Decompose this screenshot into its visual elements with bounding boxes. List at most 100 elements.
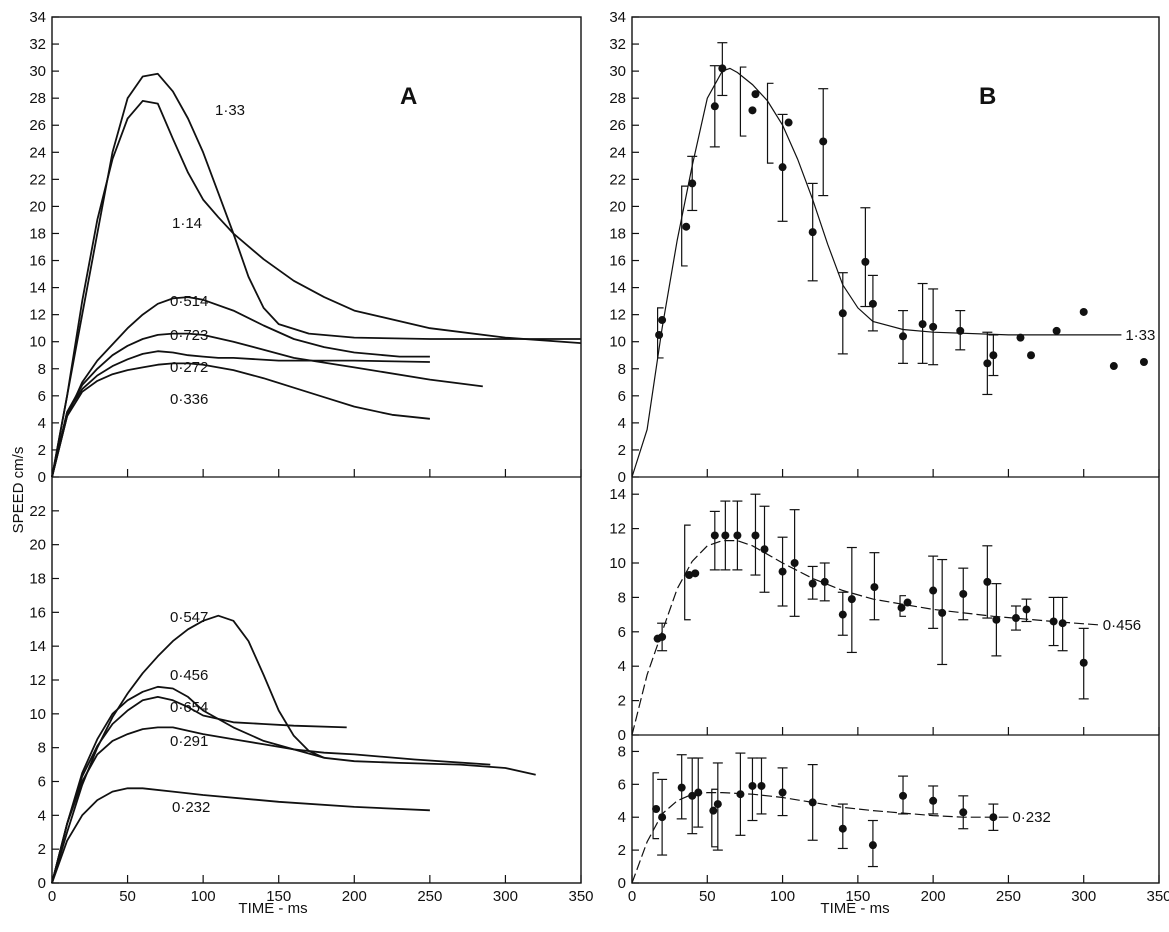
- y-tick-label-B-top-0: 0: [618, 469, 626, 486]
- data-point-B-middle-27: [1079, 658, 1088, 667]
- y-tick-label-A-top-6: 6: [38, 388, 46, 405]
- data-point-B-top-10: [808, 228, 817, 237]
- y-tick-label-A-top-24: 24: [29, 144, 46, 161]
- data-point-B-top-1: [658, 316, 667, 325]
- curve-label-0-232: 0·232: [172, 799, 210, 816]
- data-point-B-top-18: [956, 326, 965, 335]
- bracket-B-top-3: [766, 82, 774, 164]
- y-tick-label-B-top-24: 24: [609, 144, 626, 161]
- data-point-B-top-19: [983, 359, 992, 368]
- data-point-B-middle-17: [903, 598, 912, 607]
- y-tick-label-B-middle-10: 10: [609, 555, 626, 572]
- y-tick-label-A-top-2: 2: [38, 442, 46, 459]
- fit-curve-B-top: [631, 67, 1122, 478]
- data-point-B-top-22: [1027, 351, 1036, 360]
- bracket-B-middle-0: [684, 524, 691, 621]
- curve-0-456: [51, 685, 325, 884]
- y-tick-label-B-top-16: 16: [609, 253, 626, 270]
- curve-label-0-336: 0·336: [170, 391, 208, 408]
- y-tick-label-A-top-30: 30: [29, 63, 46, 80]
- fit-label-B-bottom: 0·232: [1012, 809, 1050, 826]
- data-point-B-middle-24: [1022, 605, 1031, 614]
- y-tick-label-A-top-4: 4: [38, 415, 46, 432]
- x-tick-label-A-bottom-250: 250: [417, 888, 442, 905]
- data-point-B-middle-22: [992, 615, 1001, 624]
- data-point-B-top-3: [688, 179, 697, 188]
- y-tick-label-B-top-34: 34: [609, 9, 626, 26]
- data-point-B-bottom-6: [713, 800, 722, 809]
- data-point-B-middle-9: [778, 567, 787, 576]
- data-point-B-bottom-9: [757, 781, 766, 790]
- subplot-A-bottom: 0 2 4 6 8 10 12 14 16 18 20 22 0 50 100 150 200 250 300 350…: [29, 503, 593, 905]
- x-tick-label-B-bottom-0: 0: [628, 888, 636, 905]
- curve-0-232: [51, 787, 430, 884]
- data-point-B-top-6: [748, 106, 757, 115]
- bracket-B-top-1: [681, 185, 688, 267]
- data-point-B-middle-13: [838, 610, 847, 619]
- panel-frames: [51, 16, 1160, 884]
- data-point-B-middle-20: [959, 589, 968, 598]
- y-tick-label-A-bottom-6: 6: [38, 774, 46, 791]
- y-tick-label-B-top-4: 4: [618, 415, 626, 432]
- data-point-B-middle-11: [808, 579, 817, 588]
- data-point-B-top-21: [1016, 333, 1025, 342]
- data-point-B-top-0: [655, 330, 664, 339]
- data-point-B-bottom-17: [989, 813, 998, 822]
- curve-0-336: [51, 362, 430, 478]
- y-tick-label-A-top-16: 16: [29, 253, 46, 270]
- data-point-B-top-23: [1052, 326, 1061, 335]
- y-tick-label-A-bottom-8: 8: [38, 740, 46, 757]
- y-tick-label-B-middle-12: 12: [609, 521, 626, 538]
- x-tick-label-B-bottom-100: 100: [770, 888, 795, 905]
- data-point-B-top-16: [918, 320, 927, 329]
- data-point-B-middle-6: [733, 531, 742, 540]
- bracket-B-bottom-1: [711, 788, 718, 848]
- panel-A-frame: [51, 16, 582, 884]
- data-point-B-top-12: [861, 257, 870, 266]
- y-tick-label-A-bottom-16: 16: [29, 604, 46, 621]
- data-point-B-top-8: [778, 163, 787, 172]
- x-tick-label-A-bottom-100: 100: [191, 888, 216, 905]
- curve-0-547: [51, 614, 536, 884]
- data-point-B-middle-26: [1058, 619, 1067, 628]
- y-tick-label-A-top-32: 32: [29, 36, 46, 53]
- curve-label-0-456: 0·456: [170, 667, 208, 684]
- curve-label-0-514: 0·514: [170, 293, 208, 310]
- x-tick-label-A-bottom-200: 200: [342, 888, 367, 905]
- y-tick-label-A-bottom-18: 18: [29, 571, 46, 588]
- subplot-B-bottom: 0 2 4 6 8 0 50 100 150 200 250 300 350 0·232: [618, 743, 1169, 905]
- data-point-B-middle-15: [870, 583, 879, 592]
- data-point-B-middle-4: [710, 531, 719, 540]
- x-tick-label-B-bottom-150: 150: [845, 888, 870, 905]
- y-tick-label-B-top-12: 12: [609, 307, 626, 324]
- y-tick-label-A-top-28: 28: [29, 90, 46, 107]
- data-point-B-top-13: [838, 309, 847, 318]
- x-tick-label-A-bottom-0: 0: [48, 888, 56, 905]
- y-tick-label-B-middle-0: 0: [618, 727, 626, 744]
- curve-0-272: [51, 350, 430, 478]
- plot-layer: 02468101214161820222426283032341·331·140…: [29, 9, 1169, 905]
- data-point-B-bottom-3: [688, 791, 697, 800]
- y-tick-label-B-top-28: 28: [609, 90, 626, 107]
- curve-label-0-654: 0·654: [170, 699, 208, 716]
- y-tick-label-A-bottom-12: 12: [29, 672, 46, 689]
- y-tick-label-A-bottom-14: 14: [29, 638, 46, 655]
- y-tick-label-B-bottom-0: 0: [618, 875, 626, 892]
- data-point-B-top-5: [718, 64, 727, 73]
- data-point-B-middle-3: [691, 569, 700, 578]
- data-point-B-bottom-11: [808, 798, 817, 807]
- bracket-B-bottom-0: [652, 772, 660, 840]
- x-axis-label-A: TIME - ms: [238, 900, 307, 917]
- y-tick-label-B-bottom-4: 4: [618, 809, 626, 826]
- data-point-B-bottom-12: [838, 824, 847, 833]
- curve-label-0-272: 0·272: [170, 359, 208, 376]
- y-tick-label-B-middle-2: 2: [618, 693, 626, 710]
- curve-label-0-723: 0·723: [170, 327, 208, 344]
- data-point-B-bottom-13: [868, 841, 877, 850]
- data-point-B-top-17: [929, 322, 938, 331]
- data-point-B-top-25: [1109, 362, 1118, 371]
- data-point-B-bottom-4: [694, 788, 703, 797]
- y-tick-label-B-bottom-2: 2: [618, 842, 626, 859]
- fit-curve-B-bottom: [631, 792, 1009, 884]
